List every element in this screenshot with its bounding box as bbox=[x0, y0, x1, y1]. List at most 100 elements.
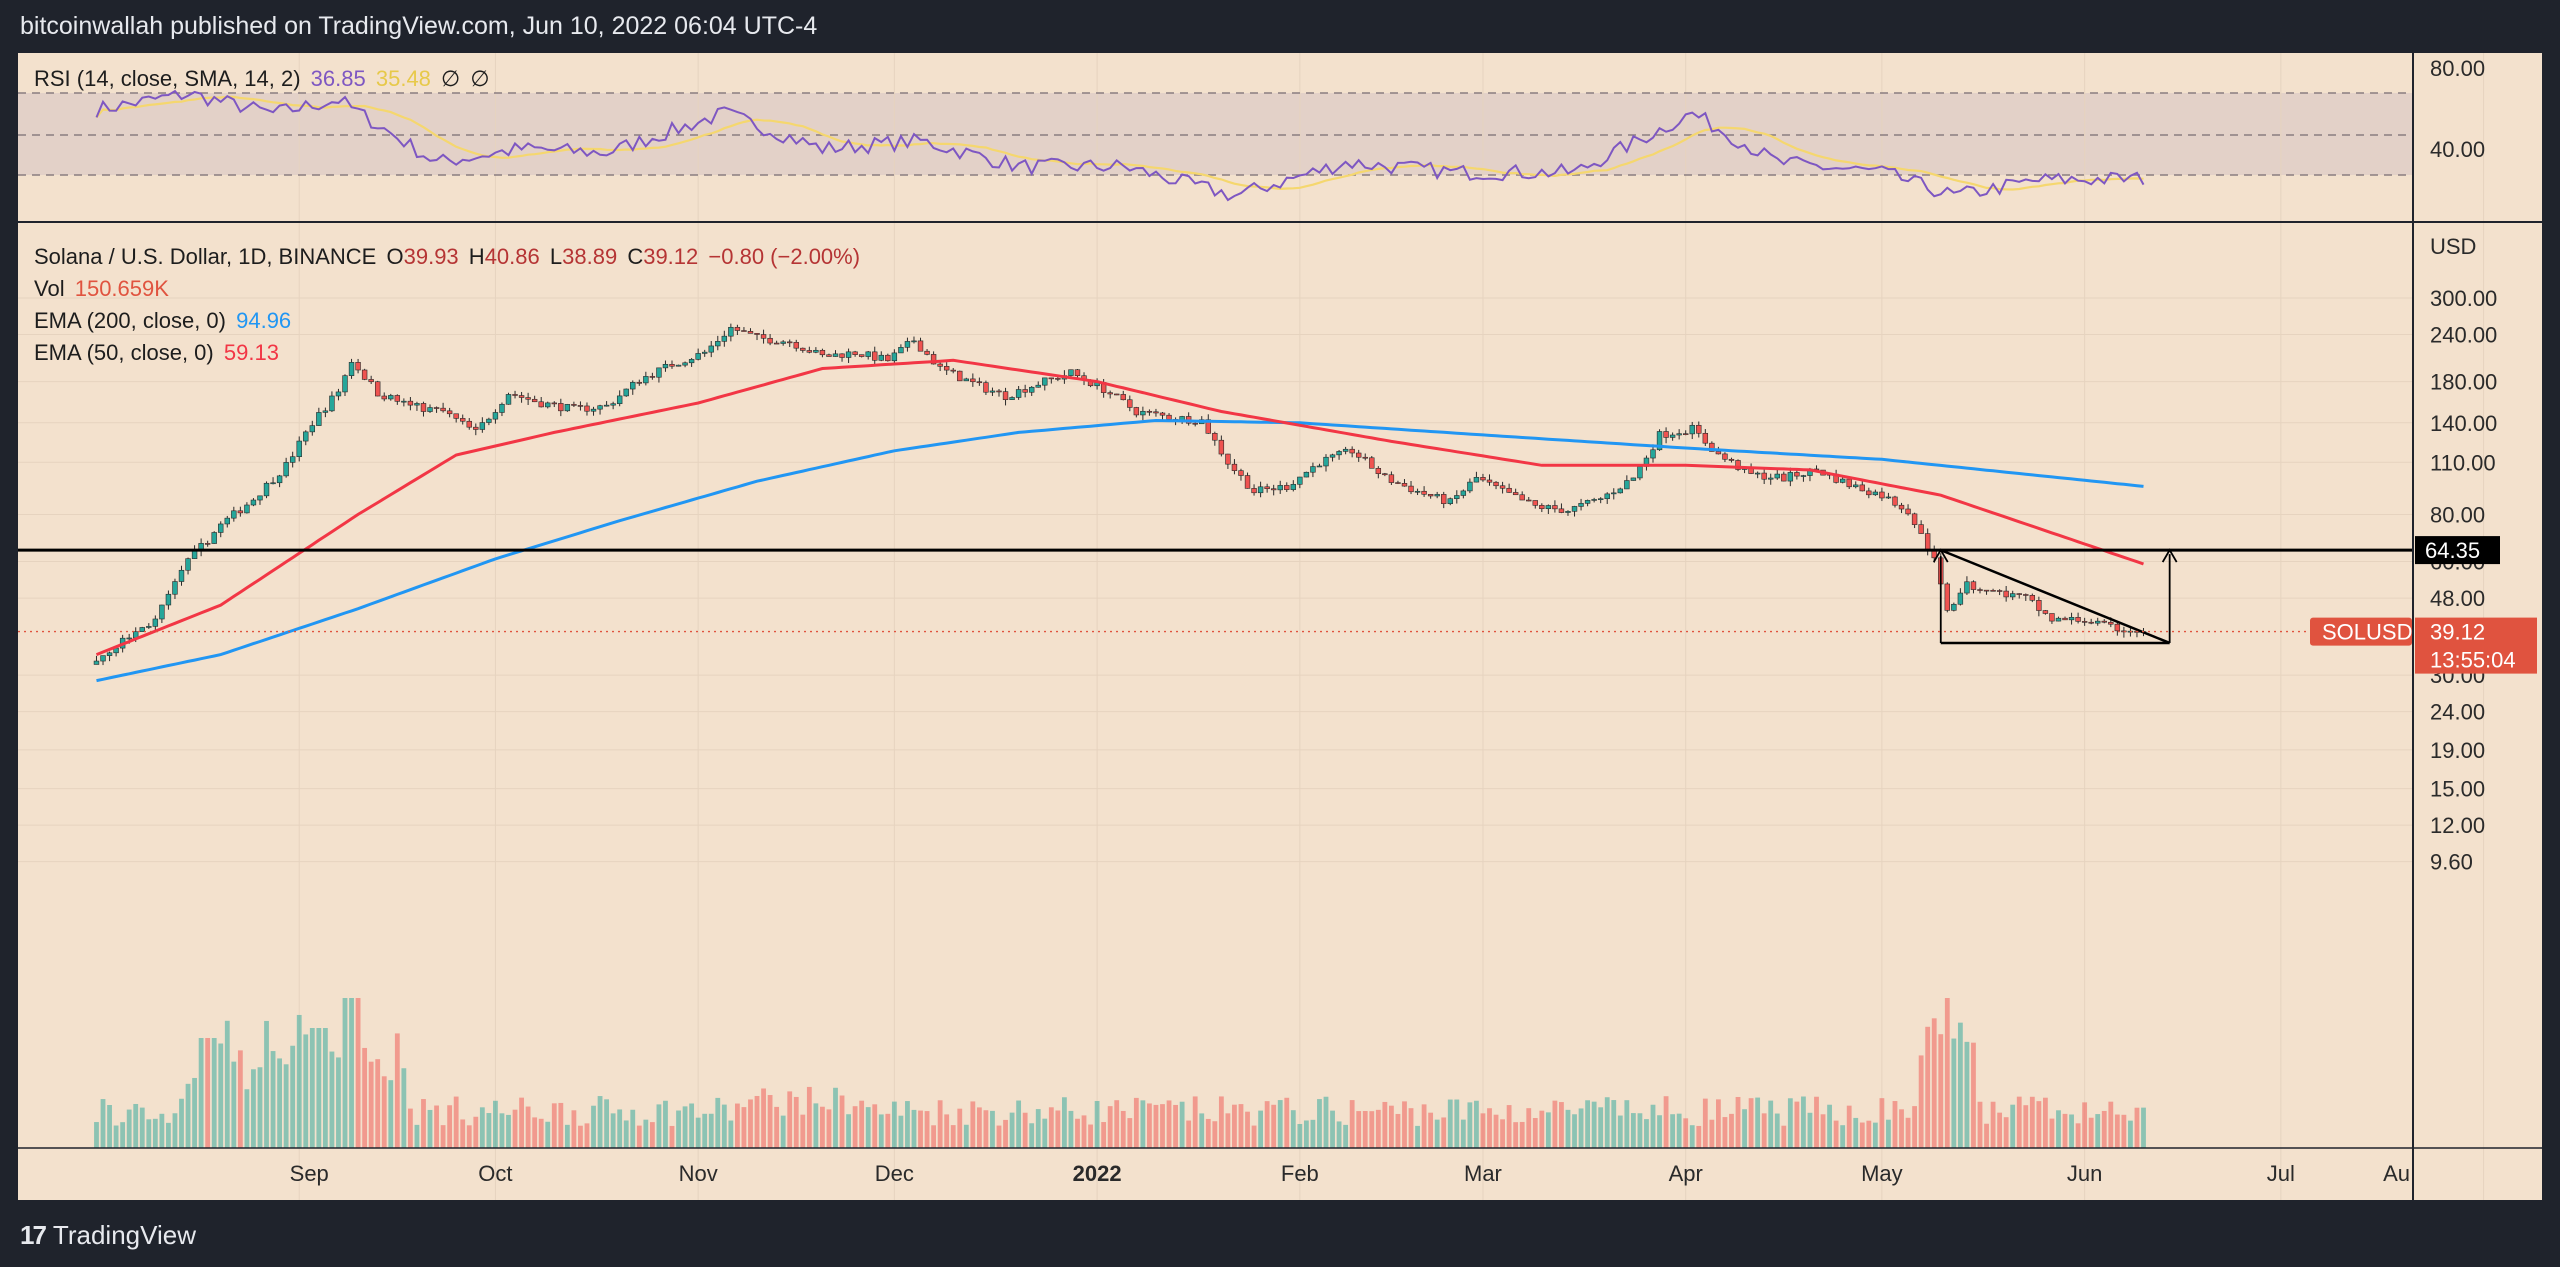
candle-body bbox=[858, 354, 865, 357]
volume-bar bbox=[257, 1067, 263, 1148]
candle-body bbox=[564, 404, 571, 412]
candle-body bbox=[1035, 384, 1041, 388]
candle bbox=[420, 401, 427, 417]
candle bbox=[571, 401, 577, 408]
rsi-sma-value: 35.48 bbox=[375, 66, 431, 91]
candle bbox=[172, 578, 178, 600]
volume-bar bbox=[388, 1080, 394, 1148]
candle bbox=[1597, 497, 1604, 504]
candle-body bbox=[2010, 593, 2016, 598]
volume-bar bbox=[1264, 1101, 1270, 1148]
candle-body bbox=[1310, 466, 1316, 473]
volume-bar bbox=[218, 1043, 224, 1148]
candle bbox=[1983, 589, 1990, 595]
candle bbox=[401, 398, 407, 407]
candle-body bbox=[401, 400, 407, 403]
candle bbox=[1356, 449, 1362, 462]
candle bbox=[800, 347, 806, 353]
candle bbox=[1683, 430, 1689, 436]
candle bbox=[237, 506, 244, 517]
candle bbox=[1225, 453, 1231, 469]
candle bbox=[976, 377, 983, 386]
volume-bar bbox=[1408, 1108, 1414, 1148]
volume-bar bbox=[2101, 1110, 2107, 1148]
y-tick-label: 15.00 bbox=[2430, 777, 2485, 802]
candle bbox=[1133, 406, 1140, 418]
candle bbox=[911, 336, 917, 344]
volume-bar bbox=[1323, 1096, 1329, 1148]
candle bbox=[610, 401, 616, 410]
tradingview-logo[interactable]: 17 TradingView bbox=[20, 1220, 196, 1251]
volume-bar bbox=[1421, 1104, 1427, 1148]
volume-bar bbox=[316, 1028, 322, 1148]
candle-body bbox=[100, 655, 106, 662]
candle-body bbox=[1794, 472, 1800, 477]
candle bbox=[1512, 488, 1519, 496]
candle bbox=[1591, 497, 1597, 503]
candle-body bbox=[1519, 494, 1525, 501]
candle bbox=[2036, 596, 2042, 617]
volume-bar bbox=[421, 1099, 426, 1148]
candle-body bbox=[865, 351, 871, 357]
candle bbox=[1977, 587, 1983, 594]
candle bbox=[381, 392, 387, 402]
candle bbox=[322, 407, 329, 418]
candle-body bbox=[1009, 397, 1015, 400]
candle bbox=[741, 327, 747, 332]
candle-body bbox=[813, 349, 819, 353]
volume-bar bbox=[440, 1125, 446, 1148]
target-arrow bbox=[2161, 548, 2178, 563]
candle-body bbox=[1977, 589, 1983, 591]
candle bbox=[1630, 477, 1637, 481]
candle bbox=[2010, 590, 2016, 601]
candle bbox=[1231, 459, 1238, 475]
candle-body bbox=[584, 405, 590, 412]
volume-bar bbox=[2062, 1113, 2068, 1148]
volume-bar bbox=[2010, 1104, 2016, 1148]
volume-bar bbox=[447, 1105, 453, 1148]
candle bbox=[1911, 512, 1918, 529]
candle-body bbox=[983, 382, 989, 393]
volume-bar bbox=[1872, 1122, 1878, 1148]
candle-body bbox=[1055, 378, 1061, 380]
candle-body bbox=[1892, 496, 1898, 506]
candle bbox=[1329, 453, 1336, 462]
candle bbox=[1218, 435, 1225, 457]
candle-body bbox=[283, 462, 289, 477]
candle-body bbox=[270, 482, 276, 485]
candle bbox=[427, 404, 433, 413]
volume-bar bbox=[113, 1125, 119, 1148]
y-tick-label: 48.00 bbox=[2430, 586, 2485, 611]
volume-bar bbox=[1866, 1120, 1872, 1148]
volume-bar bbox=[748, 1099, 753, 1148]
volume-bar bbox=[2128, 1120, 2133, 1148]
volume-bar bbox=[682, 1106, 688, 1148]
ema200-value: 94.96 bbox=[236, 308, 292, 333]
candle bbox=[983, 380, 989, 395]
candle-body bbox=[446, 410, 453, 415]
candle bbox=[1532, 500, 1538, 509]
candle-body bbox=[1421, 490, 1427, 495]
volume-bar bbox=[1140, 1100, 1146, 1148]
candle-body bbox=[342, 375, 348, 393]
candle bbox=[1990, 588, 1996, 592]
candle-body bbox=[440, 407, 446, 412]
candle-body bbox=[1683, 433, 1689, 435]
volume-bar bbox=[1343, 1124, 1349, 1148]
candle bbox=[1467, 478, 1473, 494]
candle bbox=[1159, 411, 1166, 421]
volume-bar bbox=[1532, 1118, 1538, 1148]
volume-bar bbox=[427, 1109, 433, 1148]
candle-body bbox=[728, 326, 734, 337]
volume-bar bbox=[1742, 1109, 1747, 1148]
y-tick-label: 300.00 bbox=[2430, 286, 2497, 311]
volume-bar bbox=[1899, 1109, 1904, 1148]
candle bbox=[1604, 492, 1610, 504]
candle-body bbox=[545, 402, 551, 408]
candle bbox=[538, 397, 544, 408]
candle bbox=[1212, 431, 1218, 446]
volume-bar bbox=[1160, 1104, 1165, 1148]
volume-bar bbox=[1572, 1114, 1577, 1148]
candle-body bbox=[669, 364, 675, 367]
